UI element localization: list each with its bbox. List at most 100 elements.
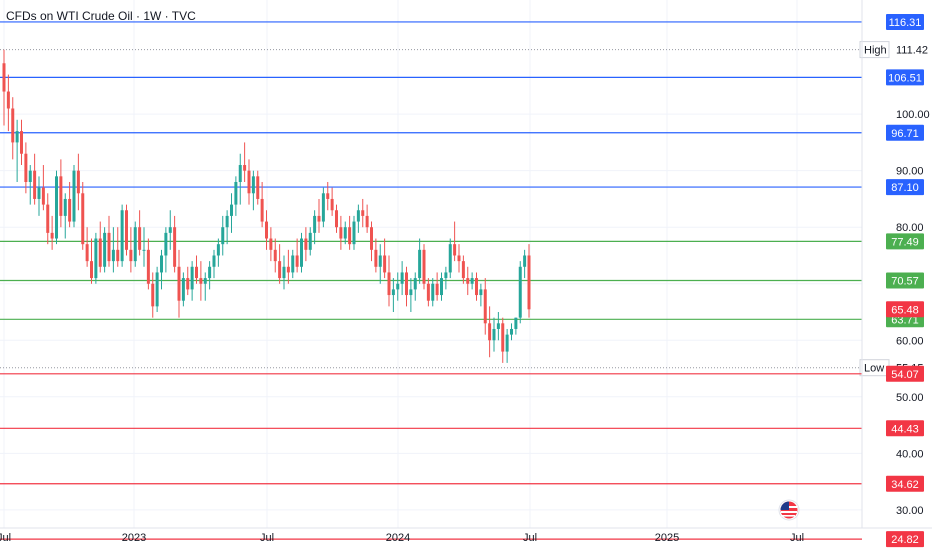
candle-body xyxy=(286,266,290,273)
x-tick-label: 2024 xyxy=(386,532,410,544)
candle-body xyxy=(435,283,439,296)
candle-body xyxy=(295,255,299,267)
candle-body xyxy=(300,238,303,267)
level-badge-label: 54.07 xyxy=(891,369,919,381)
level-badge xyxy=(886,13,924,30)
y-tick-label: 100.00 xyxy=(896,109,930,121)
candle-body xyxy=(335,210,338,228)
high-label-box xyxy=(859,41,890,59)
candle-body xyxy=(243,165,247,171)
candle-body xyxy=(125,210,128,250)
price-axis[interactable]: 30.0040.0050.0060.0070.0080.0090.00100.0… xyxy=(861,0,930,548)
candle-body xyxy=(527,255,531,310)
candle-body xyxy=(238,165,242,182)
candle-body xyxy=(15,131,19,143)
candle-body xyxy=(440,278,443,296)
candle-body xyxy=(63,198,67,216)
candle-body xyxy=(514,317,518,329)
candle-body xyxy=(457,255,461,262)
candle-body xyxy=(501,323,505,352)
candle-body xyxy=(409,289,413,296)
candle-body xyxy=(6,91,10,109)
candle-body xyxy=(321,193,325,222)
candle-body xyxy=(24,153,28,182)
level-badge xyxy=(886,420,924,437)
candle-body xyxy=(523,255,527,267)
candle-body xyxy=(216,244,220,256)
candle-body xyxy=(55,176,58,239)
candle-body xyxy=(418,249,422,279)
candle-body xyxy=(339,227,343,239)
candle-body xyxy=(164,232,168,256)
level-badge xyxy=(886,475,924,492)
last-price-label: 65.48 xyxy=(891,304,919,316)
candle-body xyxy=(33,170,37,199)
candle-body xyxy=(510,328,513,335)
candle-body xyxy=(470,278,474,284)
level-lines: High Low xyxy=(0,21,890,540)
candle-body xyxy=(422,249,426,284)
candle-body xyxy=(133,227,137,262)
candle-body xyxy=(479,289,483,296)
level-badge-label: 77.49 xyxy=(891,236,919,248)
candle-body xyxy=(308,232,312,250)
time-axis[interactable]: Jul 2023 Jul 2024 Jul 2025 Jul xyxy=(0,527,932,544)
candle-body xyxy=(391,289,395,296)
candle-body xyxy=(496,323,500,329)
high-value: 111.42 xyxy=(896,45,928,57)
candle-body xyxy=(475,278,478,296)
candle-body xyxy=(304,238,308,250)
candle-body xyxy=(81,193,85,245)
candle-body xyxy=(378,255,382,267)
level-badge xyxy=(886,233,924,250)
candle-body xyxy=(11,108,15,143)
candle-body xyxy=(448,244,452,273)
y-tick-label: 50.00 xyxy=(896,392,924,404)
candle-body xyxy=(260,198,264,222)
level-badge xyxy=(886,69,924,86)
candle-body xyxy=(370,227,373,250)
candle-body xyxy=(518,266,522,318)
candle-body xyxy=(103,232,107,267)
level-badge xyxy=(886,365,924,382)
candle-body xyxy=(41,187,45,205)
us-flag-icon[interactable] xyxy=(778,499,800,521)
candle-body xyxy=(190,266,194,290)
candle-body xyxy=(68,198,72,222)
candle-body xyxy=(50,232,54,239)
candle-body xyxy=(505,334,509,352)
candle-body xyxy=(273,249,277,262)
last-price-badge xyxy=(886,301,924,318)
level-badge-label: 63.71 xyxy=(891,314,919,326)
candle-body xyxy=(326,193,330,199)
candle-body xyxy=(426,283,430,301)
candle-body xyxy=(76,170,80,194)
level-badge-label: 44.43 xyxy=(891,423,919,435)
candle-body xyxy=(230,204,233,216)
level-badge xyxy=(886,124,924,141)
level-badge-label: 96.71 xyxy=(891,128,919,140)
x-tick-label: Jul xyxy=(523,532,537,544)
candle-body xyxy=(291,255,295,273)
candle-body xyxy=(278,261,282,279)
candle-body xyxy=(168,227,172,233)
chart-title: CFDs on WTI Crude Oil · 1W · TVC xyxy=(6,9,196,23)
y-tick-label: 30.00 xyxy=(896,505,924,517)
level-badge-label: 116.31 xyxy=(889,17,922,29)
candles xyxy=(2,49,531,363)
candle-body xyxy=(129,249,133,262)
candle-body xyxy=(361,210,365,216)
candle-body xyxy=(466,278,470,284)
x-tick-label: Jul xyxy=(260,532,274,544)
candle-body xyxy=(343,227,347,239)
candle-body xyxy=(461,261,465,279)
candle-body xyxy=(20,131,23,154)
level-badge-label: 70.57 xyxy=(891,276,919,288)
candle-body xyxy=(453,244,457,256)
x-tick-label: Jul xyxy=(0,532,11,544)
candle-body xyxy=(483,289,487,324)
candle-body xyxy=(330,198,334,211)
candle-body xyxy=(90,261,93,279)
level-badge-label: 34.62 xyxy=(891,479,919,491)
